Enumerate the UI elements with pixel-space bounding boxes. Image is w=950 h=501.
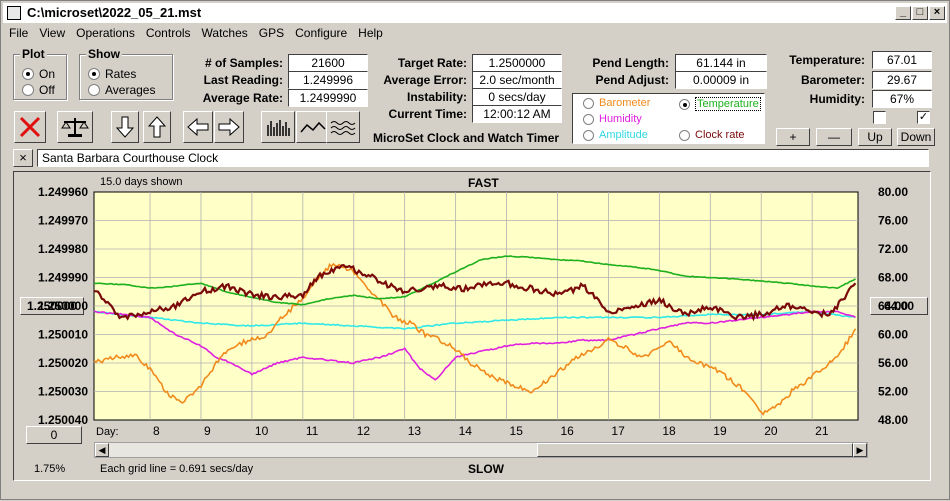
humidity-radio[interactable]: Humidity	[583, 113, 642, 125]
scroll-right-icon[interactable]: ▶	[853, 443, 867, 457]
samples-field: 21600	[288, 54, 368, 72]
close-button[interactable]: ×	[929, 6, 945, 20]
minimize-button[interactable]: _	[895, 6, 911, 20]
average-error-field: 2.0 sec/month	[472, 71, 562, 89]
window-title: C:\microset\2022_05_21.mst	[27, 5, 202, 20]
clear-name-button[interactable]: ×	[13, 149, 33, 167]
line-graph-button[interactable]	[296, 111, 330, 143]
arrow-down-icon	[116, 116, 134, 138]
balance-scale-icon	[61, 118, 89, 137]
stop-button[interactable]	[14, 111, 46, 143]
pend-adjust-label: Pend Adjust:	[595, 73, 669, 87]
clock-rate-radio[interactable]: Clock rate	[679, 129, 745, 141]
show-group-caption: Show	[86, 47, 122, 61]
grid-note: Each grid line = 0.691 secs/day	[100, 463, 254, 475]
plus-button[interactable]: +	[776, 128, 810, 146]
checkbox-left[interactable]	[873, 111, 886, 124]
humidity-label: Humidity:	[809, 92, 865, 106]
target-rate-label: Target Rate:	[397, 56, 467, 70]
clock-name-field[interactable]: Santa Barbara Courthouse Clock	[37, 149, 929, 167]
zero-button[interactable]: 0	[26, 426, 82, 444]
scroll-thumb[interactable]	[537, 443, 853, 457]
series-selector: Barometer Temperature Humidity Amplitude…	[572, 93, 765, 144]
checkbox-right[interactable]: ✓	[917, 111, 930, 124]
red-x-icon	[19, 116, 41, 138]
pend-adjust-field: 0.00009 in	[675, 71, 767, 89]
average-error-label: Average Error:	[383, 73, 467, 87]
up-button[interactable]: Up	[858, 128, 892, 146]
maximize-button[interactable]: □	[912, 6, 928, 20]
instability-field: 0 secs/day	[472, 88, 562, 106]
plot-on-radio[interactable]: On	[22, 67, 55, 81]
average-rate-field: 1.2499990	[288, 89, 368, 107]
humidity-field: 67%	[872, 90, 932, 108]
menu-gps[interactable]: GPS	[258, 26, 285, 40]
menu-watches[interactable]: Watches	[201, 26, 248, 40]
wave-graph-button[interactable]	[326, 111, 360, 143]
current-time-field: 12:00:12 AM	[472, 105, 562, 123]
right-ref-value[interactable]: 64.00	[870, 297, 928, 315]
plot-group-caption: Plot	[20, 47, 47, 61]
menu-configure[interactable]: Configure	[295, 26, 348, 40]
show-group: Show Rates Averages	[79, 47, 173, 100]
arrow-left-icon	[187, 118, 209, 136]
current-time-label: Current Time:	[388, 107, 467, 121]
scroll-left-icon[interactable]: ◀	[95, 443, 109, 457]
right-arrow-button[interactable]	[214, 111, 244, 143]
zoom-level: 1.75%	[34, 463, 66, 475]
amplitude-radio[interactable]: Amplitude	[583, 129, 648, 141]
target-rate-field[interactable]: 1.2500000	[472, 54, 562, 72]
bar-graph-icon	[267, 120, 290, 136]
temperature-label: Temperature:	[789, 53, 865, 67]
menu-bar: File View Operations Controls Watches GPS Conf…	[3, 24, 947, 42]
app-icon	[7, 6, 21, 20]
pend-length-field[interactable]: 61.144 in	[675, 54, 767, 72]
menu-view[interactable]: View	[39, 26, 66, 40]
left-ref-value[interactable]: 1.250000	[20, 297, 84, 315]
left-arrow-button[interactable]	[183, 111, 213, 143]
barometer-label: Barometer:	[800, 73, 865, 87]
average-rate-label: Average Rate:	[202, 91, 283, 105]
fast-label: FAST	[468, 176, 499, 190]
show-rates-radio[interactable]: Rates	[88, 67, 136, 81]
slow-label: SLOW	[468, 462, 504, 476]
wave-icon	[330, 121, 356, 135]
pend-length-label: Pend Length:	[592, 56, 669, 70]
down-arrow-button[interactable]	[111, 111, 139, 143]
barometer-radio[interactable]: Barometer	[583, 97, 650, 109]
menu-help[interactable]: Help	[358, 26, 383, 40]
temperature-radio[interactable]: Temperature	[679, 97, 761, 111]
bar-graph-button[interactable]	[261, 111, 295, 143]
last-reading-field: 1.249996	[288, 71, 368, 89]
temperature-field: 67.01	[872, 51, 932, 69]
title-bar: C:\microset\2022_05_21.mst _ □ ×	[3, 3, 947, 23]
arrow-up-icon	[148, 116, 166, 138]
app-caption: MicroSet Clock and Watch Timer	[373, 131, 560, 145]
instability-label: Instability:	[406, 90, 467, 104]
balance-button[interactable]	[57, 111, 93, 143]
barometer-field: 29.67	[872, 71, 932, 89]
line-graph-icon	[300, 121, 326, 133]
plot-group: Plot On Off	[13, 47, 67, 100]
minus-button[interactable]: —	[816, 128, 852, 146]
days-shown-label: 15.0 days shown	[100, 176, 183, 188]
show-averages-radio[interactable]: Averages	[88, 83, 155, 97]
arrow-right-icon	[218, 118, 240, 136]
plot-off-radio[interactable]: Off	[22, 83, 55, 97]
chart-scrollbar[interactable]: ◀ ▶	[94, 442, 868, 458]
last-reading-label: Last Reading:	[203, 73, 283, 87]
day-axis-label: Day:	[96, 426, 119, 438]
menu-controls[interactable]: Controls	[145, 26, 191, 40]
menu-operations[interactable]: Operations	[76, 26, 135, 40]
samples-label: # of Samples:	[204, 56, 283, 70]
up-arrow-button[interactable]	[143, 111, 171, 143]
menu-file[interactable]: File	[9, 26, 29, 40]
chart-panel: 15.0 days shown FAST SLOW Each grid line…	[13, 171, 931, 481]
down-button[interactable]: Down	[897, 128, 935, 146]
